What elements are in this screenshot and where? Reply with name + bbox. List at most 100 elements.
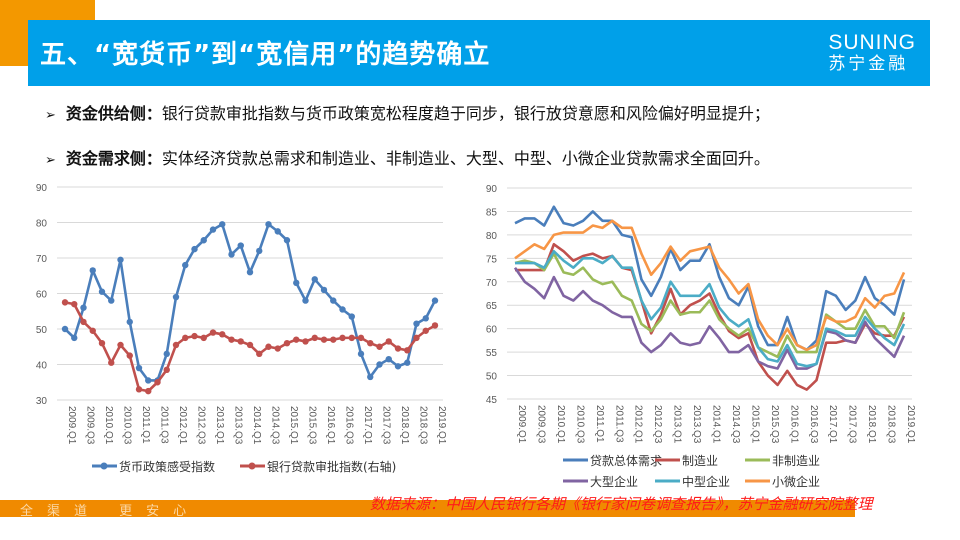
data-point: [256, 247, 263, 255]
data-point: [98, 288, 106, 295]
x-tick-label: 2014.Q3: [730, 405, 741, 444]
data-point: [200, 334, 207, 342]
x-tick-label: 2018.Q1: [399, 406, 410, 445]
data-point: [376, 343, 383, 350]
series-line-4: [513, 266, 906, 370]
legend-label: 中型企业: [682, 474, 730, 489]
data-point: [191, 245, 198, 253]
arrow-bullet-icon: ➢: [45, 153, 56, 168]
data-point: [422, 315, 429, 322]
data-point: [89, 267, 96, 274]
data-point: [431, 297, 439, 304]
footer-bar: 全渠道 更安心: [0, 500, 855, 519]
legend-label: 贷款总体需求: [590, 454, 662, 468]
data-point: [71, 334, 78, 342]
data-point: [191, 332, 198, 340]
footer-slogan: 全渠道 更安心: [20, 504, 201, 519]
x-tick-label: 2009.Q3: [85, 406, 96, 445]
series-line-2: [515, 242, 906, 391]
x-tick-label: 2016.Q3: [808, 405, 819, 444]
legend-label: 大型企业: [590, 474, 638, 489]
y-tick-label: 50: [36, 325, 48, 336]
data-point: [246, 341, 254, 349]
series-line-1: [64, 222, 437, 382]
y-tick-label: 60: [36, 290, 48, 301]
data-point: [172, 341, 180, 349]
x-tick-label: 2016.Q1: [325, 406, 336, 445]
data-point: [404, 359, 411, 366]
x-tick-label: 2016.Q1: [788, 405, 799, 444]
data-point: [431, 322, 439, 329]
x-tick-label: 2019.Q1: [905, 405, 916, 444]
x-tick-label: 2012.Q1: [177, 406, 188, 445]
data-point: [256, 350, 263, 358]
data-point: [413, 320, 420, 327]
x-tick-label: 2015.Q3: [769, 405, 780, 444]
data-point: [302, 338, 309, 345]
data-point: [200, 237, 207, 244]
x-tick-label: 2012.Q1: [633, 405, 644, 444]
data-point: [237, 338, 244, 345]
data-point: [145, 377, 152, 384]
y-tick-label: 40: [36, 361, 48, 372]
y-tick-label: 30: [36, 396, 48, 407]
x-tick-label: 2010.Q1: [103, 406, 114, 445]
data-point: [108, 359, 115, 366]
data-point: [283, 237, 291, 244]
x-tick-label: 2016.Q3: [344, 406, 355, 445]
data-point: [163, 350, 170, 358]
data-point: [61, 325, 69, 333]
legend-label: 制造业: [682, 454, 718, 468]
legend-label: 非制造业: [772, 454, 820, 468]
logo-en: SUNING: [828, 31, 916, 54]
data-point: [339, 306, 346, 313]
data-point: [80, 304, 87, 311]
data-point: [311, 334, 318, 342]
data-point: [330, 336, 337, 343]
x-tick-label: 2018.Q3: [886, 405, 897, 444]
data-point: [71, 300, 78, 308]
x-tick-label: 2015.Q3: [307, 406, 318, 445]
series-line-6: [514, 219, 906, 352]
data-point: [108, 297, 115, 304]
x-tick-label: 2010.Q1: [555, 405, 566, 444]
data-point: [293, 279, 300, 287]
x-tick-label: 2013.Q1: [672, 405, 683, 444]
data-point: [385, 338, 392, 345]
data-point: [422, 327, 429, 334]
x-tick-label: 2010.Q3: [574, 405, 585, 444]
data-point: [376, 361, 383, 368]
y-tick-label: 70: [486, 278, 498, 289]
y-tick-label: 85: [486, 207, 498, 218]
data-point: [394, 363, 402, 370]
legend-label: 银行贷款审批指数(右轴): [267, 459, 396, 474]
data-point: [293, 336, 300, 343]
suning-logo: SUNING 苏宁金融: [828, 31, 916, 75]
x-tick-label: 2017.Q1: [827, 405, 838, 444]
x-tick-label: 2017.Q3: [381, 406, 392, 445]
x-tick-label: 2011.Q1: [594, 405, 605, 443]
data-point: [228, 251, 235, 258]
legend-marker: [100, 462, 108, 470]
x-tick-label: 2013.Q3: [233, 406, 244, 445]
x-tick-label: 2018.Q3: [418, 406, 429, 445]
data-point: [367, 340, 374, 347]
data-point: [404, 347, 411, 354]
x-tick-label: 2014.Q1: [711, 405, 722, 444]
y-tick-label: 90: [36, 183, 48, 194]
x-tick-label: 2012.Q3: [196, 406, 207, 445]
data-point: [154, 379, 161, 386]
logo-cn: 苏宁金融: [828, 54, 909, 74]
data-point: [61, 299, 69, 306]
data-point: [283, 340, 291, 347]
x-tick-label: 2009.Q3: [535, 405, 546, 444]
data-point: [98, 340, 106, 347]
data-point: [330, 297, 337, 304]
x-tick-label: 2015.Q1: [288, 406, 299, 445]
data-point: [126, 352, 133, 359]
data-point: [209, 329, 217, 336]
data-point: [348, 313, 355, 320]
x-tick-label: 2015.Q1: [749, 405, 760, 444]
x-tick-label: 2014.Q3: [270, 406, 281, 445]
